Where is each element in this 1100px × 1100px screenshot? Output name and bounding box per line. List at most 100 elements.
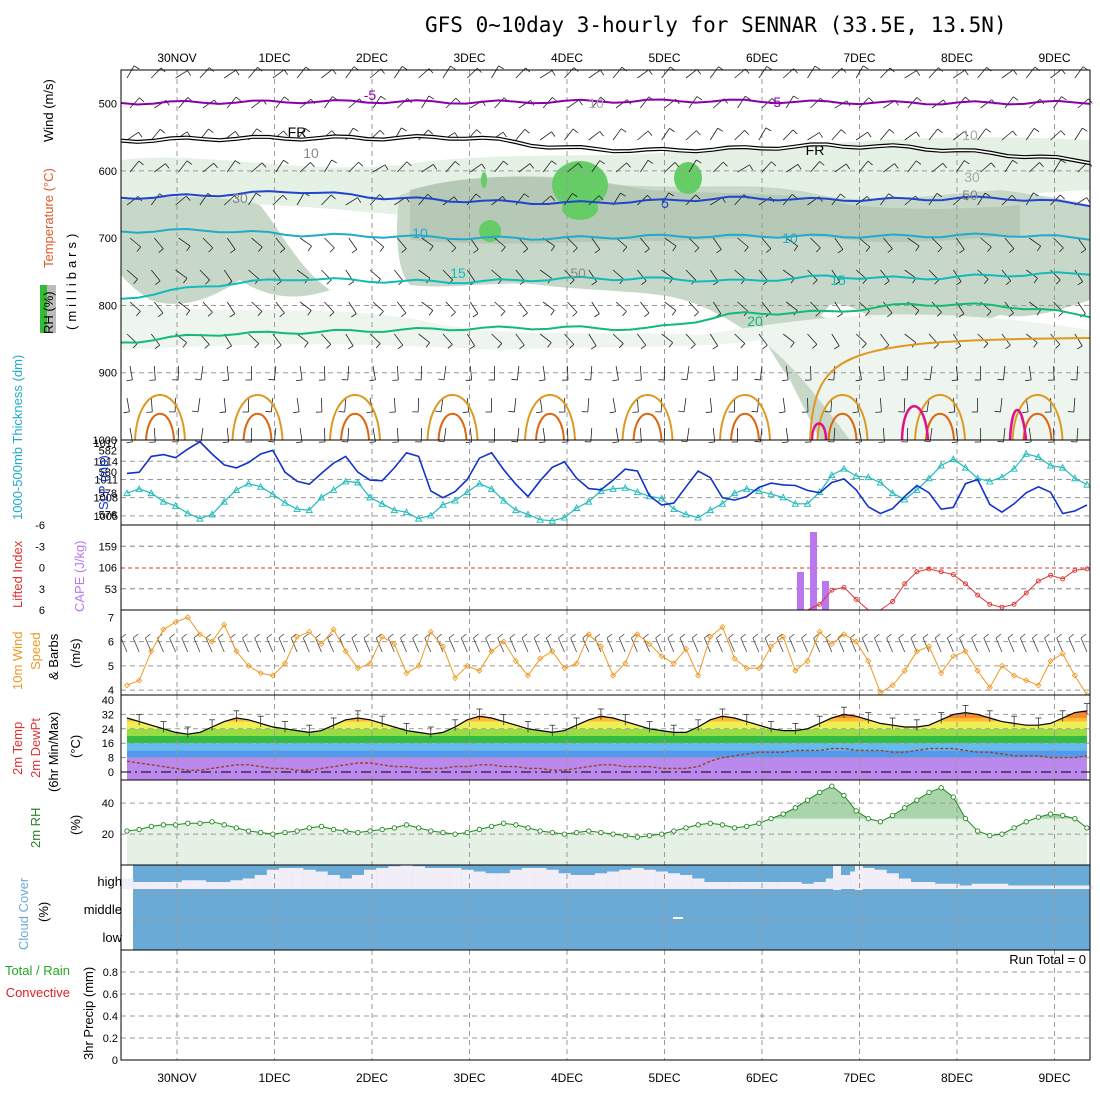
upper-barb bbox=[810, 237, 821, 249]
upper-barb bbox=[761, 161, 772, 173]
wind10-point bbox=[646, 640, 653, 648]
cloud-high-gap bbox=[619, 869, 632, 889]
upper-barb-flag bbox=[815, 247, 821, 253]
upper-barb bbox=[834, 237, 844, 250]
upper-barb-flag bbox=[132, 343, 138, 349]
wind10-barb bbox=[1080, 637, 1088, 653]
upper-barb bbox=[591, 237, 601, 250]
wind10-barb bbox=[570, 637, 577, 653]
rh2m-point bbox=[659, 831, 665, 837]
upper-barb-flag bbox=[937, 247, 943, 253]
upper-barb-flag bbox=[454, 161, 460, 166]
wind10-barb bbox=[400, 637, 407, 653]
upper-barb bbox=[126, 269, 138, 280]
upper-barb-flag bbox=[815, 311, 821, 317]
cloud-high-gap bbox=[278, 868, 292, 889]
wind10-point bbox=[233, 648, 240, 655]
wind10-barb bbox=[278, 637, 286, 653]
wind10-barb bbox=[254, 637, 262, 653]
upper-barb-flag bbox=[475, 193, 481, 198]
upper-barb-flag bbox=[154, 344, 160, 350]
wind10-barb-flag bbox=[910, 633, 917, 639]
upper-barb bbox=[491, 269, 503, 280]
upper-barb bbox=[1077, 237, 1087, 250]
wind10-point bbox=[306, 628, 313, 635]
date-top-30NOV: 30NOV bbox=[157, 51, 196, 65]
upper-barb-flag bbox=[984, 192, 991, 197]
cloud-high-gap bbox=[862, 868, 875, 889]
pressure-tick-600: 600 bbox=[99, 166, 117, 178]
slp-tick-1008: 1008 bbox=[94, 493, 118, 505]
wind10-barb-flag bbox=[1080, 633, 1087, 639]
thickness-point bbox=[378, 499, 386, 507]
upper-barb bbox=[372, 365, 376, 380]
upper-barb bbox=[760, 365, 763, 380]
li-point bbox=[975, 592, 981, 598]
thickness-point bbox=[293, 505, 301, 513]
upper-barb-flag bbox=[438, 440, 445, 443]
cloud-high-gap bbox=[923, 882, 936, 889]
cloud-high-gap bbox=[959, 885, 972, 889]
li-label: Lifted Index bbox=[10, 540, 25, 608]
upper-barb bbox=[129, 237, 141, 248]
thickness-point bbox=[536, 515, 544, 523]
wind10-point bbox=[743, 665, 750, 672]
thickness-point bbox=[670, 505, 678, 513]
upper-barb-flag bbox=[194, 378, 202, 381]
wind10-point bbox=[403, 670, 410, 677]
wind10-point bbox=[682, 645, 690, 652]
upper-barb-flag bbox=[712, 345, 718, 350]
wind10-barb-flag bbox=[971, 633, 977, 639]
upper-barb-flag bbox=[814, 65, 821, 70]
cloud-grid bbox=[133, 865, 1090, 950]
rh2m-point bbox=[513, 822, 519, 828]
thickness-point bbox=[147, 489, 156, 497]
thickness-point bbox=[427, 511, 435, 519]
wind10-barb bbox=[971, 637, 979, 653]
upper-barb bbox=[664, 162, 676, 173]
cloud-high-gap bbox=[692, 878, 705, 889]
upper-barb-flag bbox=[888, 193, 894, 198]
cloud-high-gap bbox=[218, 882, 231, 889]
wind10-barb bbox=[217, 637, 225, 653]
wind10-barb-flag bbox=[145, 633, 151, 639]
upper-barb bbox=[126, 131, 139, 141]
wind10-barb bbox=[594, 637, 602, 653]
upper-barb bbox=[855, 333, 867, 344]
upper-barb bbox=[542, 301, 555, 311]
upper-barb-flag bbox=[951, 379, 958, 381]
thickness-point bbox=[232, 485, 241, 493]
upper-barb-flag bbox=[497, 343, 503, 349]
upper-barb bbox=[321, 69, 333, 79]
rh2m-point bbox=[537, 828, 543, 834]
upper-barb-flag bbox=[819, 132, 823, 138]
upper-barb bbox=[807, 65, 816, 79]
upper-barb bbox=[469, 301, 479, 314]
upper-barb-flag bbox=[133, 65, 140, 70]
upper-barb bbox=[640, 160, 649, 173]
upper-barb bbox=[539, 269, 552, 279]
cloud-high-gap bbox=[376, 868, 389, 889]
wind10-tick-6: 6 bbox=[108, 637, 114, 649]
upper-barb bbox=[321, 194, 332, 206]
rh2m-point bbox=[124, 828, 130, 834]
upper-barb bbox=[518, 237, 529, 249]
contour-label: 10 bbox=[412, 225, 428, 241]
upper-barb bbox=[761, 237, 772, 249]
upper-barb-flag bbox=[536, 411, 543, 414]
wind10-barb-flag bbox=[473, 633, 479, 639]
upper-barb-flag bbox=[867, 131, 872, 138]
thickness-point bbox=[888, 489, 897, 497]
temp-tick-0: 0 bbox=[108, 767, 114, 779]
upper-barb bbox=[637, 130, 649, 141]
upper-barb-flag bbox=[749, 164, 754, 171]
cloud-high-gap bbox=[206, 882, 219, 889]
wind10-point bbox=[123, 682, 131, 689]
thickness-point bbox=[998, 473, 1006, 481]
upper-barb-flag bbox=[959, 249, 965, 254]
upper-barb-flag bbox=[1012, 130, 1017, 136]
wind10-barb bbox=[728, 637, 735, 653]
thickness-point bbox=[572, 504, 581, 511]
wind10-barb bbox=[351, 637, 359, 653]
upper-barb bbox=[175, 269, 188, 279]
